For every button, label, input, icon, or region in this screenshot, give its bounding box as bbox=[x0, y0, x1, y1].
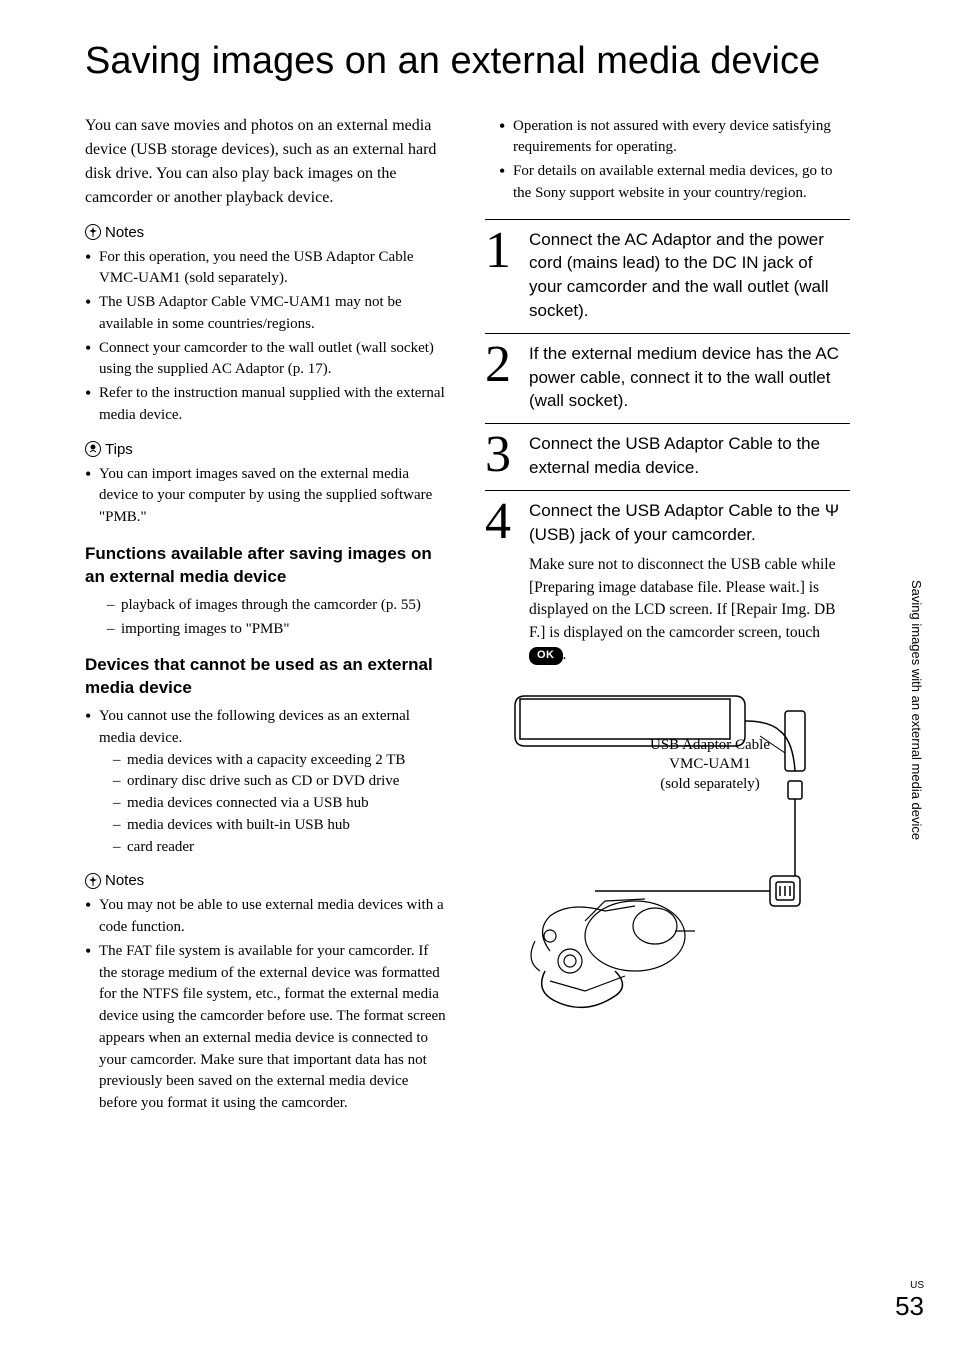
step-body: If the external medium device has the AC… bbox=[529, 342, 850, 413]
note-icon bbox=[85, 224, 101, 240]
note-item: The FAT file system is available for you… bbox=[85, 941, 450, 1115]
page-footer: US 53 bbox=[895, 1280, 924, 1322]
usb-icon: Ψ bbox=[825, 501, 839, 520]
step4-text-b: (USB) jack of your camcorder. bbox=[529, 525, 756, 544]
note-item: For details on available external media … bbox=[499, 161, 850, 205]
note-item: For this operation, you need the USB Ada… bbox=[85, 247, 450, 291]
step-body: Connect the AC Adaptor and the power cor… bbox=[529, 228, 850, 323]
device-item: media devices connected via a USB hub bbox=[113, 793, 450, 815]
step4-text-a: Connect the USB Adaptor Cable to the bbox=[529, 501, 825, 520]
functions-list: playback of images through the camcorder… bbox=[85, 595, 450, 641]
step-note: Make sure not to disconnect the USB cabl… bbox=[529, 554, 850, 666]
function-item: playback of images through the camcorder… bbox=[107, 595, 450, 617]
device-item: media devices with a capacity exceeding … bbox=[113, 750, 450, 772]
devices-lead-text: You cannot use the following devices as … bbox=[99, 708, 410, 746]
step-1: 1 Connect the AC Adaptor and the power c… bbox=[485, 219, 850, 323]
step-text: Connect the USB Adaptor Cable to the Ψ (… bbox=[529, 499, 850, 547]
devices-sublist: media devices with a capacity exceeding … bbox=[99, 750, 450, 859]
step4-note-b: . bbox=[563, 646, 567, 663]
step-text: Connect the AC Adaptor and the power cor… bbox=[529, 228, 850, 323]
tip-item: You can import images saved on the exter… bbox=[85, 464, 450, 529]
device-item: media devices with built-in USB hub bbox=[113, 815, 450, 837]
side-section-label: Saving images with an external media dev… bbox=[909, 580, 924, 840]
tips-label-text: Tips bbox=[105, 441, 133, 458]
diagram-label-3: (sold separately) bbox=[660, 776, 760, 792]
intro-paragraph: You can save movies and photos on an ext… bbox=[85, 114, 450, 210]
step-2: 2 If the external medium device has the … bbox=[485, 333, 850, 413]
notes-list-1: For this operation, you need the USB Ada… bbox=[85, 247, 450, 427]
notes-label-text: Notes bbox=[105, 872, 144, 889]
tips-list: You can import images saved on the exter… bbox=[85, 464, 450, 529]
subheading-devices: Devices that cannot be used as an extern… bbox=[85, 654, 450, 700]
step-body: Connect the USB Adaptor Cable to the ext… bbox=[529, 432, 850, 480]
diagram-label: USB Adaptor Cable VMC-UAM1 (sold separat… bbox=[650, 736, 770, 795]
page-number: 53 bbox=[895, 1291, 924, 1322]
step-text: If the external medium device has the AC… bbox=[529, 342, 850, 413]
note-icon bbox=[85, 873, 101, 889]
note-item: The USB Adaptor Cable VMC-UAM1 may not b… bbox=[85, 292, 450, 336]
device-item: ordinary disc drive such as CD or DVD dr… bbox=[113, 771, 450, 793]
step4-note-a: Make sure not to disconnect the USB cabl… bbox=[529, 556, 835, 640]
tip-icon bbox=[85, 441, 101, 457]
step-number: 2 bbox=[485, 342, 519, 413]
step-3: 3 Connect the USB Adaptor Cable to the e… bbox=[485, 423, 850, 480]
subheading-functions: Functions available after saving images … bbox=[85, 543, 450, 589]
devices-lead: You cannot use the following devices as … bbox=[85, 706, 450, 858]
notes-list-2b: Operation is not assured with every devi… bbox=[485, 116, 850, 205]
tips-label: Tips bbox=[85, 441, 450, 458]
diagram-svg bbox=[485, 681, 845, 1011]
notes-label-text: Notes bbox=[105, 224, 144, 241]
notes-label-2: Notes bbox=[85, 872, 450, 889]
notes-list-2a: You may not be able to use external medi… bbox=[85, 895, 450, 1115]
step-4: 4 Connect the USB Adaptor Cable to the Ψ… bbox=[485, 490, 850, 667]
ok-badge: OK bbox=[529, 647, 563, 665]
diagram-label-2: VMC-UAM1 bbox=[669, 756, 751, 772]
page-region: US bbox=[895, 1280, 924, 1291]
step-body: Connect the USB Adaptor Cable to the Ψ (… bbox=[529, 499, 850, 667]
function-item: importing images to "PMB" bbox=[107, 619, 450, 641]
page-title: Saving images on an external media devic… bbox=[85, 40, 894, 84]
content-columns: You can save movies and photos on an ext… bbox=[85, 114, 894, 1129]
notes-label-1: Notes bbox=[85, 224, 450, 241]
step-number: 1 bbox=[485, 228, 519, 323]
devices-list: You cannot use the following devices as … bbox=[85, 706, 450, 858]
note-item: Operation is not assured with every devi… bbox=[499, 116, 850, 160]
step-number: 3 bbox=[485, 432, 519, 480]
connection-diagram: USB Adaptor Cable VMC-UAM1 (sold separat… bbox=[485, 681, 845, 1011]
note-item: You may not be able to use external medi… bbox=[85, 895, 450, 939]
note-item: Connect your camcorder to the wall outle… bbox=[85, 338, 450, 382]
step-number: 4 bbox=[485, 499, 519, 667]
right-column: Operation is not assured with every devi… bbox=[485, 114, 850, 1129]
step-text: Connect the USB Adaptor Cable to the ext… bbox=[529, 432, 850, 480]
device-item: card reader bbox=[113, 837, 450, 859]
left-column: You can save movies and photos on an ext… bbox=[85, 114, 450, 1129]
diagram-label-1: USB Adaptor Cable bbox=[650, 737, 770, 753]
note-item: Refer to the instruction manual supplied… bbox=[85, 383, 450, 427]
